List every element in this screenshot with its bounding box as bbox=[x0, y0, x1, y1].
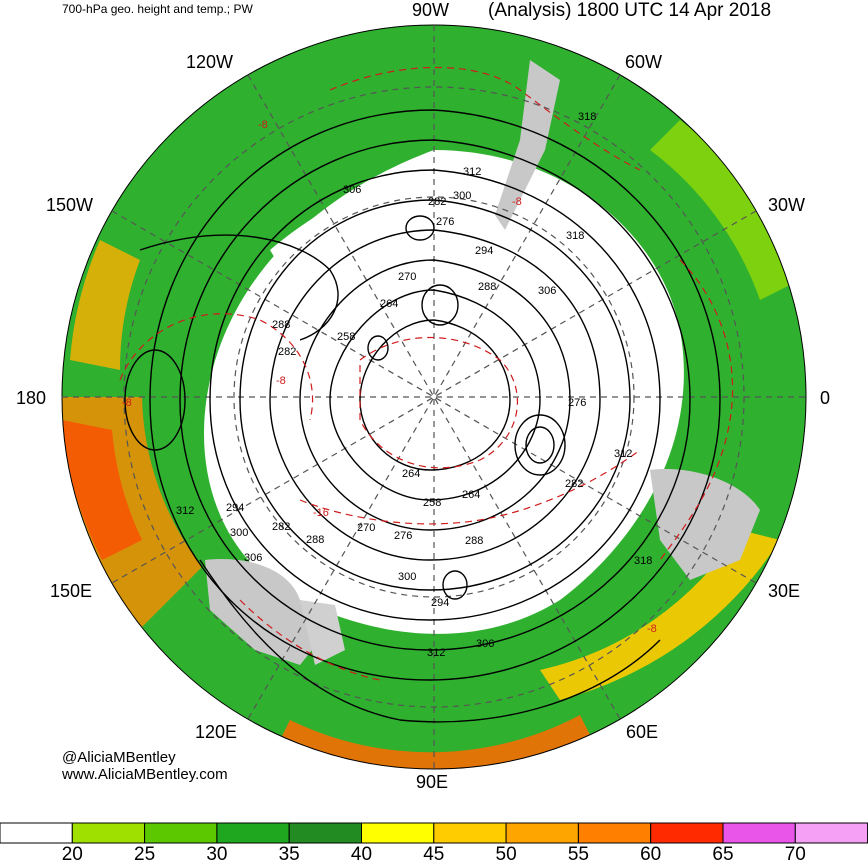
temp-label: -8 bbox=[122, 397, 132, 409]
colorbar-swatch bbox=[505, 822, 579, 844]
contour-label: 312 bbox=[463, 166, 481, 178]
contour-label: 288 bbox=[465, 535, 483, 547]
map-title: (Analysis) 1800 UTC 14 Apr 2018 bbox=[488, 0, 772, 21]
lon-label-150w: 150W bbox=[46, 195, 94, 215]
colorbar-swatch bbox=[216, 822, 290, 844]
contour-label: 282 bbox=[565, 478, 583, 490]
contour-label: 300 bbox=[230, 527, 248, 539]
contour-label: 306 bbox=[538, 285, 556, 297]
contour-label: 288 bbox=[478, 281, 496, 293]
lon-label-90e: 90E bbox=[416, 772, 449, 792]
contour-label: 318 bbox=[578, 111, 596, 123]
contour-label: 258 bbox=[337, 331, 355, 343]
contour-label: 318 bbox=[566, 230, 584, 242]
contour-label: 312 bbox=[427, 647, 445, 659]
map-subtitle: 700-hPa geo. height and temp.; PW bbox=[62, 2, 253, 16]
contour-label: 306 bbox=[244, 552, 262, 564]
lon-label-150e: 150E bbox=[50, 581, 93, 601]
colorbar-swatch bbox=[722, 822, 796, 844]
colorbar-tick-label: 55 bbox=[567, 844, 589, 865]
lon-label-120w: 120W bbox=[186, 52, 234, 72]
colorbar-tick-label: 45 bbox=[423, 844, 445, 865]
contour-label: 288 bbox=[272, 319, 290, 331]
lon-label-0: 0 bbox=[820, 388, 831, 408]
lon-label-60e: 60E bbox=[626, 722, 659, 742]
contour-label: 276 bbox=[436, 216, 454, 228]
colorbar-swatch bbox=[650, 822, 724, 844]
colorbar-swatch bbox=[794, 822, 868, 844]
contour-label: 270 bbox=[398, 271, 416, 283]
colorbar-swatch bbox=[71, 822, 146, 844]
temp-label: -8 bbox=[512, 196, 522, 208]
colorbar-tick-label: 65 bbox=[712, 844, 734, 865]
colorbar-swatch bbox=[577, 822, 652, 844]
contour-label: 318 bbox=[634, 555, 652, 567]
colorbar-swatch bbox=[144, 822, 218, 844]
colorbar-swatch bbox=[288, 822, 363, 844]
colorbar-tick-label: 30 bbox=[206, 844, 228, 865]
lon-label-90w: 90W bbox=[412, 0, 450, 20]
colorbar-swatch bbox=[433, 822, 507, 844]
contour-label: 312 bbox=[614, 448, 632, 460]
temp-label: -8 bbox=[647, 623, 657, 635]
colorbar bbox=[0, 822, 868, 844]
contour-label: 282 bbox=[428, 196, 446, 208]
colorbar-swatch bbox=[361, 822, 435, 844]
contour-label: 288 bbox=[306, 534, 324, 546]
colorbar-tick-label: 50 bbox=[495, 844, 517, 865]
contour-label: 276 bbox=[568, 397, 586, 409]
temp-label: -8 bbox=[258, 119, 268, 131]
colorbar-tick-label: 40 bbox=[350, 844, 373, 865]
polar-map: 318 306 312 300 282 276 294 288 264 270 … bbox=[61, 24, 807, 770]
contour-label: 300 bbox=[398, 571, 416, 583]
contour-label: 264 bbox=[402, 468, 420, 480]
contour-label: 300 bbox=[453, 190, 471, 202]
colorbar-tick-label: 20 bbox=[61, 844, 83, 865]
contour-label: 282 bbox=[278, 346, 296, 358]
lon-label-30e: 30E bbox=[768, 581, 801, 601]
contour-label: 312 bbox=[176, 505, 194, 517]
colorbar-tick-label: 70 bbox=[784, 844, 806, 865]
contour-label: 294 bbox=[475, 245, 493, 257]
contour-label: 282 bbox=[272, 521, 290, 533]
contour-label: 276 bbox=[394, 530, 412, 542]
contour-label: 306 bbox=[476, 638, 494, 650]
colorbar-swatch bbox=[0, 822, 73, 844]
contour-label: 294 bbox=[226, 502, 244, 514]
lon-label-180: 180 bbox=[16, 388, 47, 408]
contour-label: 258 bbox=[423, 497, 441, 509]
temp-label: -8 bbox=[276, 375, 286, 387]
credit-handle: @AliciaMBentley bbox=[62, 749, 176, 766]
contour-label: 264 bbox=[380, 298, 398, 310]
lon-label-120e: 120E bbox=[195, 722, 238, 742]
colorbar-tick-label: 35 bbox=[278, 844, 300, 865]
lon-label-60w: 60W bbox=[625, 52, 663, 72]
temp-label: -16 bbox=[313, 507, 329, 519]
contour-label: 306 bbox=[343, 184, 361, 196]
contour-label: 264 bbox=[462, 489, 480, 501]
colorbar-tick-label: 60 bbox=[640, 844, 662, 865]
credit-url: www.AliciaMBentley.com bbox=[62, 766, 228, 783]
contour-label: 294 bbox=[431, 597, 449, 609]
contour-label: 270 bbox=[357, 522, 375, 534]
colorbar-tick-label: 25 bbox=[134, 844, 156, 865]
lon-label-30w: 30W bbox=[768, 195, 806, 215]
